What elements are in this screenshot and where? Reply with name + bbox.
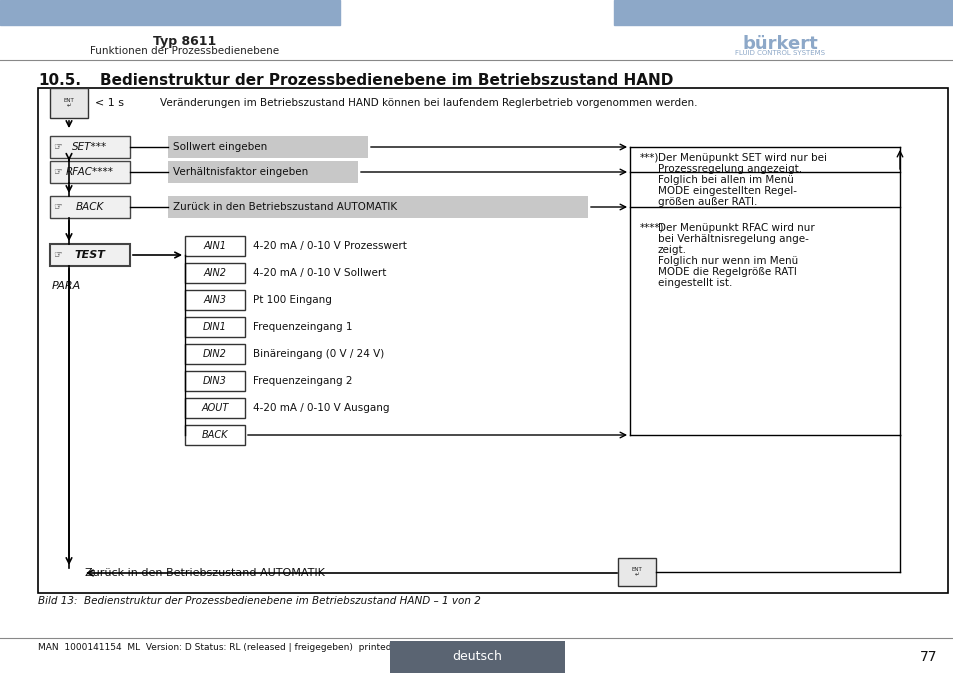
Text: ENT
↵: ENT ↵ (631, 567, 641, 577)
Text: 10.5.: 10.5. (38, 73, 81, 88)
Text: Funktionen der Prozessbedienebene: Funktionen der Prozessbedienebene (91, 46, 279, 56)
Text: SET***: SET*** (72, 142, 108, 152)
Text: TEST: TEST (74, 250, 106, 260)
Text: ****): ****) (639, 223, 664, 233)
Text: größen außer RATI.: größen außer RATI. (658, 197, 757, 207)
Text: PARA: PARA (52, 281, 81, 291)
Text: BACK: BACK (76, 202, 104, 212)
Text: 4-20 mA / 0-10 V Sollwert: 4-20 mA / 0-10 V Sollwert (253, 268, 386, 278)
Text: 4-20 mA / 0-10 V Prozesswert: 4-20 mA / 0-10 V Prozesswert (253, 241, 406, 251)
Text: Der Menüpunkt SET wird nur bei: Der Menüpunkt SET wird nur bei (658, 153, 826, 163)
Text: Prozessregelung angezeigt.: Prozessregelung angezeigt. (658, 164, 801, 174)
Bar (0, 0, 339, 25)
Text: ☞: ☞ (53, 167, 62, 177)
Text: Pt 100 Eingang: Pt 100 Eingang (253, 295, 332, 305)
Text: DIN2: DIN2 (203, 349, 227, 359)
Text: Frequenzeingang 1: Frequenzeingang 1 (253, 322, 352, 332)
Text: < 1 s: < 1 s (95, 98, 124, 108)
Text: bürkert: bürkert (741, 35, 817, 53)
Bar (38, 88, 947, 593)
Bar (50, 136, 130, 158)
Bar (185, 371, 245, 391)
Text: Bild 13:  Bedienstruktur der Prozessbedienebene im Betriebszustand HAND – 1 von : Bild 13: Bedienstruktur der Prozessbedie… (38, 596, 480, 606)
Text: Sollwert eingeben: Sollwert eingeben (172, 142, 267, 152)
Text: Folglich bei allen im Menü: Folglich bei allen im Menü (658, 175, 793, 185)
Text: DIN1: DIN1 (203, 322, 227, 332)
Text: ☞: ☞ (53, 202, 62, 212)
Bar (168, 136, 368, 158)
Bar (168, 196, 587, 218)
Bar (50, 196, 130, 218)
Text: MODE die Regelgröße RATI: MODE die Regelgröße RATI (658, 267, 796, 277)
Text: 77: 77 (919, 650, 937, 664)
Bar (185, 344, 245, 364)
Text: AIN3: AIN3 (203, 295, 226, 305)
Bar (185, 425, 245, 445)
Text: zeigt.: zeigt. (658, 245, 686, 255)
Bar (50, 244, 130, 266)
Text: ENT
↵: ENT ↵ (64, 98, 74, 108)
Text: Zurück in den Betriebszustand AUTOMATIK: Zurück in den Betriebszustand AUTOMATIK (172, 202, 396, 212)
Text: bei Verhältnisregelung ange-: bei Verhältnisregelung ange- (658, 234, 808, 244)
Text: Verhältnisfaktor eingeben: Verhältnisfaktor eingeben (172, 167, 308, 177)
Bar (185, 236, 245, 256)
Text: Typ 8611: Typ 8611 (153, 35, 216, 48)
Text: AIN2: AIN2 (203, 268, 226, 278)
Bar (168, 161, 357, 183)
Bar (185, 398, 245, 418)
Text: Zurück in den Betriebszustand AUTOMATIK: Zurück in den Betriebszustand AUTOMATIK (85, 568, 325, 578)
Bar (50, 88, 88, 118)
Text: AIN1: AIN1 (203, 241, 226, 251)
Text: FLUID CONTROL SYSTEMS: FLUID CONTROL SYSTEMS (734, 50, 824, 56)
Text: Folglich nur wenn im Menü: Folglich nur wenn im Menü (658, 256, 798, 266)
Text: AOUT: AOUT (201, 403, 229, 413)
Text: MAN  1000141154  ML  Version: D Status: RL (released | freigegeben)  printed: 29: MAN 1000141154 ML Version: D Status: RL … (38, 643, 448, 652)
Text: eingestellt ist.: eingestellt ist. (658, 278, 732, 288)
Bar (185, 263, 245, 283)
Text: ☞: ☞ (53, 142, 62, 152)
Text: RFAC****: RFAC**** (66, 167, 113, 177)
Bar (618, 558, 656, 586)
Bar (614, 0, 953, 25)
Text: Der Menüpunkt RFAC wird nur: Der Menüpunkt RFAC wird nur (658, 223, 814, 233)
Text: Binäreingang (0 V / 24 V): Binäreingang (0 V / 24 V) (253, 349, 384, 359)
Bar (50, 161, 130, 183)
Bar (185, 317, 245, 337)
Bar (185, 290, 245, 310)
Text: BACK: BACK (201, 430, 228, 440)
Text: MODE eingestellten Regel-: MODE eingestellten Regel- (658, 186, 796, 196)
Text: deutsch: deutsch (452, 651, 501, 664)
Text: ☞: ☞ (53, 250, 62, 260)
Text: ***): ***) (639, 153, 659, 163)
Text: Veränderungen im Betriebszustand HAND können bei laufendem Reglerbetrieb vorgeno: Veränderungen im Betriebszustand HAND kö… (160, 98, 697, 108)
Text: Frequenzeingang 2: Frequenzeingang 2 (253, 376, 352, 386)
Text: DIN3: DIN3 (203, 376, 227, 386)
Bar (390, 641, 564, 673)
Text: Bedienstruktur der Prozessbedienebene im Betriebszustand HAND: Bedienstruktur der Prozessbedienebene im… (100, 73, 673, 88)
Text: 4-20 mA / 0-10 V Ausgang: 4-20 mA / 0-10 V Ausgang (253, 403, 389, 413)
